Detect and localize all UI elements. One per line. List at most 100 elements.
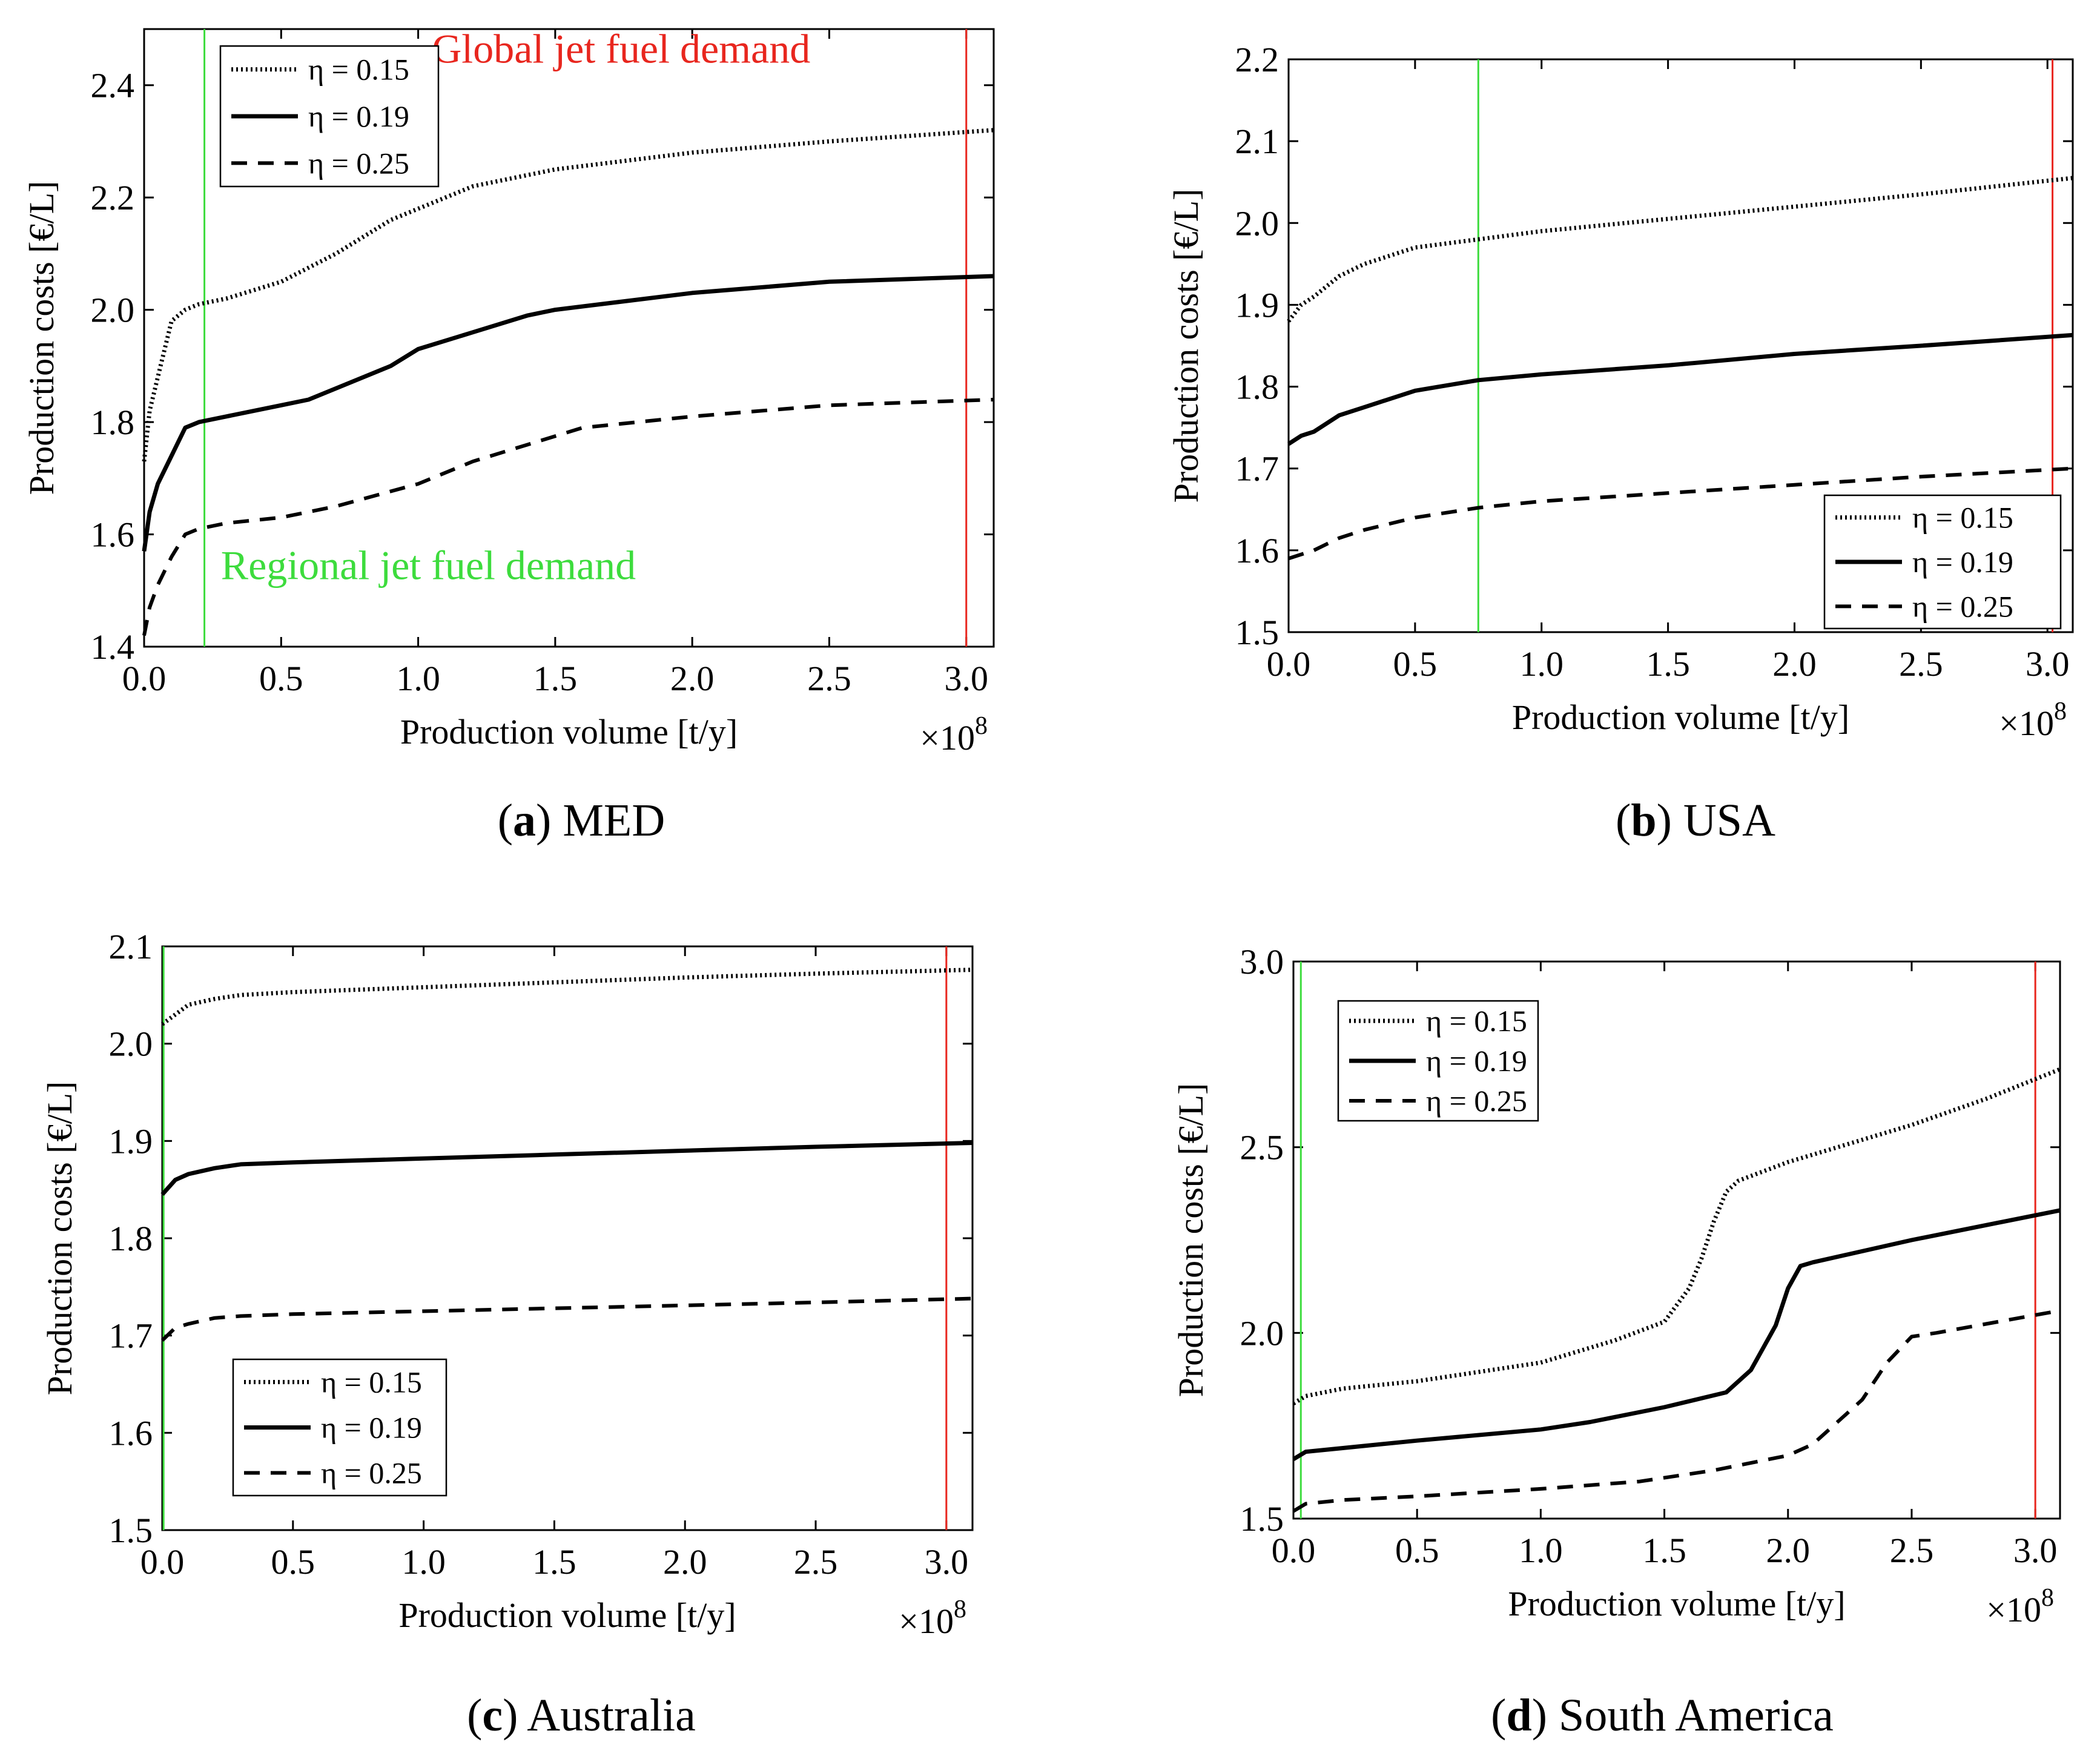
y-axis-label: Production costs [€/L] <box>40 1081 79 1396</box>
x-tick-label: 0.5 <box>1393 644 1438 684</box>
plot-frame <box>143 28 995 648</box>
x-tick-label: 1.0 <box>401 1542 446 1582</box>
panel-australia: 0.0 0.5 1.0 1.5 2.0 2.5 3.0 1.5 1.6 1.7 1.8 1.9 2.0 2… <box>40 927 974 1741</box>
caption-paren-close: ) <box>536 795 563 846</box>
y-tick-label: 1.6 <box>1235 531 1279 570</box>
series-line-dashed <box>142 398 994 636</box>
x-tick-label: 2.5 <box>794 1542 838 1582</box>
x-tick-label: 2.0 <box>1766 1531 1811 1570</box>
y-tick-label: 1.6 <box>109 1413 153 1453</box>
legend-label: η = 0.25 <box>308 146 409 180</box>
caption-paren-open: ( <box>1491 1690 1506 1741</box>
x-multiplier-base: ×10 <box>899 1602 954 1641</box>
y-tick-label: 1.5 <box>1240 1499 1284 1539</box>
caption-letter: d <box>1506 1690 1531 1741</box>
panel-south-america: 0.0 0.5 1.0 1.5 2.0 2.5 3.0 1.5 2.0 2.5 3.0 Product… <box>1171 942 2061 1741</box>
y-tick-label: 2.0 <box>109 1025 153 1064</box>
y-tick-label: 1.9 <box>109 1121 153 1161</box>
y-tick-label: 2.2 <box>1235 40 1279 79</box>
series-line-dashed <box>1292 1308 2061 1513</box>
x-tick-label: 2.5 <box>1899 644 1943 684</box>
legend-label: η = 0.15 <box>1912 501 2013 535</box>
y-axis-label: Production costs [€/L] <box>1171 1083 1210 1397</box>
caption-paren-open: ( <box>498 795 513 846</box>
series-line-dotted <box>1287 176 2073 323</box>
y-axis-label: Production costs [€/L] <box>1166 189 1206 503</box>
y-tick-label: 1.7 <box>109 1316 153 1356</box>
series-line-solid <box>160 1141 973 1196</box>
caption-paren-close: ) <box>1657 795 1683 846</box>
x-tick-label: 3.0 <box>2026 644 2070 684</box>
annotation-1: Regional jet fuel demand <box>221 543 636 589</box>
x-multiplier-base: ×10 <box>920 718 975 757</box>
x-tick-label: 0.0 <box>1267 644 1311 684</box>
legend-label: η = 0.15 <box>321 1365 422 1399</box>
y-tick-label: 2.1 <box>1235 122 1279 161</box>
series-line-solid <box>1292 1208 2061 1461</box>
x-tick-label: 0.0 <box>1272 1531 1316 1570</box>
series-line-dashed <box>1288 466 2073 561</box>
y-tick-label: 2.0 <box>1235 203 1279 243</box>
x-tick-label: 1.0 <box>1519 644 1563 684</box>
y-tick-label: 2.0 <box>1240 1313 1284 1353</box>
panel-usa: 0.0 0.5 1.0 1.5 2.0 2.5 3.0 1.5 1.6 1.7 1.8 1.9 2.0 2… <box>1166 40 2074 846</box>
y-tick-label: 2.0 <box>91 291 135 330</box>
x-tick-label: 2.0 <box>663 1542 707 1582</box>
legend: η = 0.15 η = 0.19 η = 0.25 <box>1337 1000 1539 1122</box>
x-multiplier-exponent: 8 <box>954 1595 966 1623</box>
y-tick-label: 1.7 <box>1235 449 1279 489</box>
x-multiplier-exponent: 8 <box>2041 1584 2054 1612</box>
annotation-0: Global jet fuel demand <box>432 26 810 72</box>
y-tick-label: 1.8 <box>109 1219 153 1258</box>
legend: η = 0.15 η = 0.19 η = 0.25 <box>219 45 440 188</box>
legend-label: η = 0.25 <box>1912 589 2013 623</box>
y-tick-label: 2.1 <box>109 927 153 966</box>
plot-frame <box>1292 960 2061 1520</box>
x-multiplier-exponent: 8 <box>2054 698 2067 725</box>
panel-caption: (a) MED <box>498 795 665 846</box>
y-tick-label: 1.5 <box>1235 613 1279 652</box>
x-tick-label: 0.5 <box>259 659 303 698</box>
series-line-solid <box>142 274 994 552</box>
caption-paren-open: ( <box>1616 795 1631 846</box>
caption-paren-close: ) <box>503 1690 527 1741</box>
x-axis-multiplier: ×108 <box>1986 1584 2054 1629</box>
panel-caption: (b) USA <box>1616 795 1775 846</box>
caption-letter: a <box>513 795 536 846</box>
x-tick-label: 0.5 <box>271 1542 315 1582</box>
panel-caption: (c) Australia <box>467 1690 696 1741</box>
legend-label: η = 0.19 <box>1426 1044 1527 1078</box>
caption-text: MED <box>563 795 665 846</box>
x-tick-label: 0.0 <box>140 1542 185 1582</box>
caption-letter: b <box>1631 795 1656 846</box>
x-tick-label: 3.0 <box>2013 1531 2058 1570</box>
caption-paren-close: ) <box>1532 1690 1559 1741</box>
x-multiplier-base: ×10 <box>1999 704 2054 743</box>
x-tick-label: 0.5 <box>1395 1531 1439 1570</box>
x-axis-label: Production volume [t/y] <box>398 1595 736 1635</box>
x-tick-label: 1.5 <box>1642 1531 1686 1570</box>
x-tick-label: 2.5 <box>1890 1531 1934 1570</box>
x-tick-label: 3.0 <box>944 659 988 698</box>
x-tick-label: 2.0 <box>1772 644 1817 684</box>
x-axis-label: Production volume [t/y] <box>400 712 738 751</box>
y-tick-label: 3.0 <box>1240 942 1284 982</box>
legend-label: η = 0.25 <box>321 1456 422 1490</box>
legend-label: η = 0.19 <box>321 1411 422 1445</box>
y-tick-label: 1.5 <box>109 1511 153 1550</box>
x-tick-label: 0.0 <box>122 659 167 698</box>
y-tick-label: 2.2 <box>91 178 135 217</box>
caption-text: South America <box>1559 1690 1834 1741</box>
legend-label: η = 0.19 <box>308 99 409 133</box>
x-tick-label: 1.5 <box>532 1542 576 1582</box>
y-tick-label: 1.4 <box>91 627 135 667</box>
x-tick-label: 3.0 <box>925 1542 969 1582</box>
caption-text: Australia <box>527 1690 696 1741</box>
caption-paren-open: ( <box>467 1690 482 1741</box>
x-axis-multiplier: ×108 <box>1999 698 2067 743</box>
legend-label: η = 0.15 <box>1426 1004 1527 1038</box>
series-line-dotted <box>160 968 973 1026</box>
x-tick-label: 1.0 <box>396 659 440 698</box>
legend: η = 0.15 η = 0.19 η = 0.25 <box>232 1358 447 1497</box>
